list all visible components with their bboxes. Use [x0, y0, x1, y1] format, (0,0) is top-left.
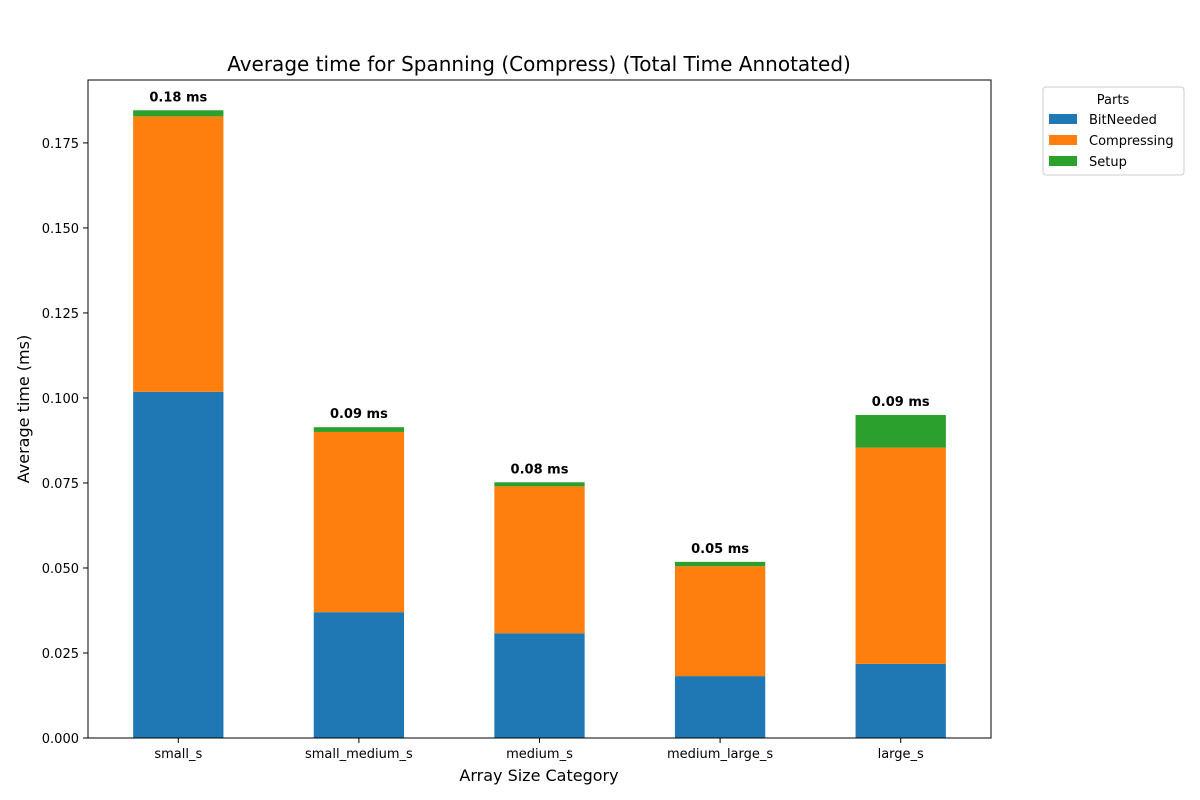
bar-segment-setup-small-s [133, 110, 224, 117]
bar-segment-compressing-small-s [133, 116, 224, 392]
legend-swatch-compressing [1049, 135, 1077, 145]
total-label-medium-large-s: 0.05 ms [691, 542, 749, 557]
x-axis: small_s small_medium_s medium_s medium_larg… [154, 738, 924, 762]
y-tick-label: 0.075 [42, 477, 79, 492]
y-axis: 0.000 0.025 0.050 0.075 0.100 0.125 0.150 0.175 [42, 137, 88, 747]
total-labels-layer: 0.18 ms 0.09 ms 0.08 ms 0.05 ms 0.09 ms [149, 90, 930, 557]
total-label-small-medium-s: 0.09 ms [330, 407, 388, 422]
bar-segment-compressing-small-medium-s [313, 431, 405, 613]
total-label-medium-s: 0.08 ms [511, 462, 569, 477]
bar-segment-compressing-medium-s [494, 486, 585, 634]
total-label-large-s: 0.09 ms [872, 395, 930, 410]
bar-segment-setup-medium-s [494, 482, 585, 487]
bars-layer [133, 110, 946, 738]
bar-segment-compressing-medium-large-s [674, 566, 766, 677]
y-axis-label: Average time (ms) [14, 335, 33, 483]
y-tick-label: 0.100 [42, 392, 79, 407]
y-tick-label: 0.025 [42, 647, 79, 662]
bar-segment-setup-large-s [855, 414, 946, 448]
y-tick-label: 0.175 [42, 137, 79, 152]
legend-swatch-setup [1049, 156, 1077, 166]
legend-label-bitneeded: BitNeeded [1089, 113, 1157, 128]
bar-segment-compressing-large-s [855, 447, 946, 664]
bar-segment-bitneeded-large-s [855, 663, 946, 738]
x-tick-label-large-s: large_s [878, 747, 924, 762]
y-tick-label: 0.050 [42, 562, 79, 577]
legend: Parts BitNeeded Compressing Setup [1042, 86, 1185, 176]
bar-segment-setup-small-medium-s [313, 427, 405, 432]
legend-label-compressing: Compressing [1089, 134, 1174, 149]
x-tick-label-small-medium-s: small_medium_s [305, 747, 413, 762]
x-tick-label-medium-large-s: medium_large_s [667, 747, 773, 762]
bar-segment-bitneeded-small-s [133, 391, 224, 738]
bar-segment-bitneeded-small-medium-s [313, 612, 405, 738]
total-label-small-s: 0.18 ms [149, 90, 207, 105]
bar-segment-setup-medium-large-s [674, 561, 766, 567]
legend-frame [1042, 86, 1185, 176]
legend-label-setup: Setup [1089, 155, 1127, 170]
legend-swatch-bitneeded [1049, 114, 1077, 124]
y-tick-label: 0.000 [42, 732, 79, 747]
bar-segment-bitneeded-medium-large-s [674, 676, 766, 738]
x-tick-label-small-s: small_s [154, 747, 202, 762]
x-tick-label-medium-s: medium_s [506, 747, 573, 762]
bar-segment-bitneeded-medium-s [494, 633, 585, 738]
x-axis-label: Array Size Category [459, 766, 618, 785]
legend-title: Parts [1097, 93, 1130, 108]
y-tick-label: 0.150 [42, 222, 79, 237]
chart-title: Average time for Spanning (Compress) (To… [227, 52, 851, 76]
y-tick-label: 0.125 [42, 307, 79, 322]
